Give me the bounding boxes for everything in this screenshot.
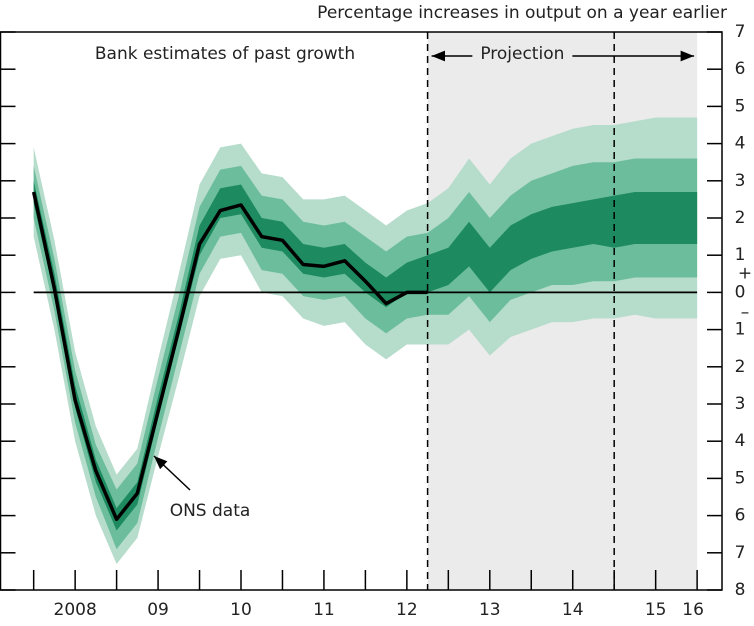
y-tick-label: 6 [735,59,746,79]
sign-minus: – [741,302,750,322]
y-tick-label: 5 [735,468,746,488]
ons-label: ONS data [170,501,251,521]
sign-plus: + [738,263,752,283]
ons-arrow [153,455,191,491]
y-tick-label: 8 [735,580,746,600]
y-tick-label: 7 [735,543,746,563]
x-tick-label: 09 [147,600,169,620]
y-tick-label: 2 [735,357,746,377]
x-tick-label: 11 [313,600,335,620]
y-tick-label: 0 [735,282,746,302]
y-tick-label: 4 [735,134,746,154]
x-tick-label: 13 [479,600,501,620]
y-tick-label: 7 [735,22,746,42]
ons-line [31,191,428,522]
y-tick-label: 2 [735,208,746,228]
x-tick-label: 10 [230,600,252,620]
x-tick-label: 14 [562,600,584,620]
past-label: Bank estimates of past growth [95,44,355,64]
y-tick-label: 1 [735,245,746,265]
plot-frame [0,31,723,591]
y-tick-label: 4 [735,431,746,451]
fan-band [33,180,698,531]
x-tick-label: 2008 [54,600,97,620]
y-tick-label: 1 [735,320,746,340]
x-tick-label: 16 [682,600,704,620]
y-tick-label: 3 [735,171,746,191]
y-tick-label: 5 [735,96,746,116]
chart-title: Percentage increases in output on a year… [317,3,727,23]
x-tick-label: 12 [396,600,418,620]
projection-label: Projection [480,44,564,64]
y-tick-label: 3 [735,394,746,414]
x-tick-label: 15 [645,600,667,620]
y-tick-label: 6 [735,506,746,526]
